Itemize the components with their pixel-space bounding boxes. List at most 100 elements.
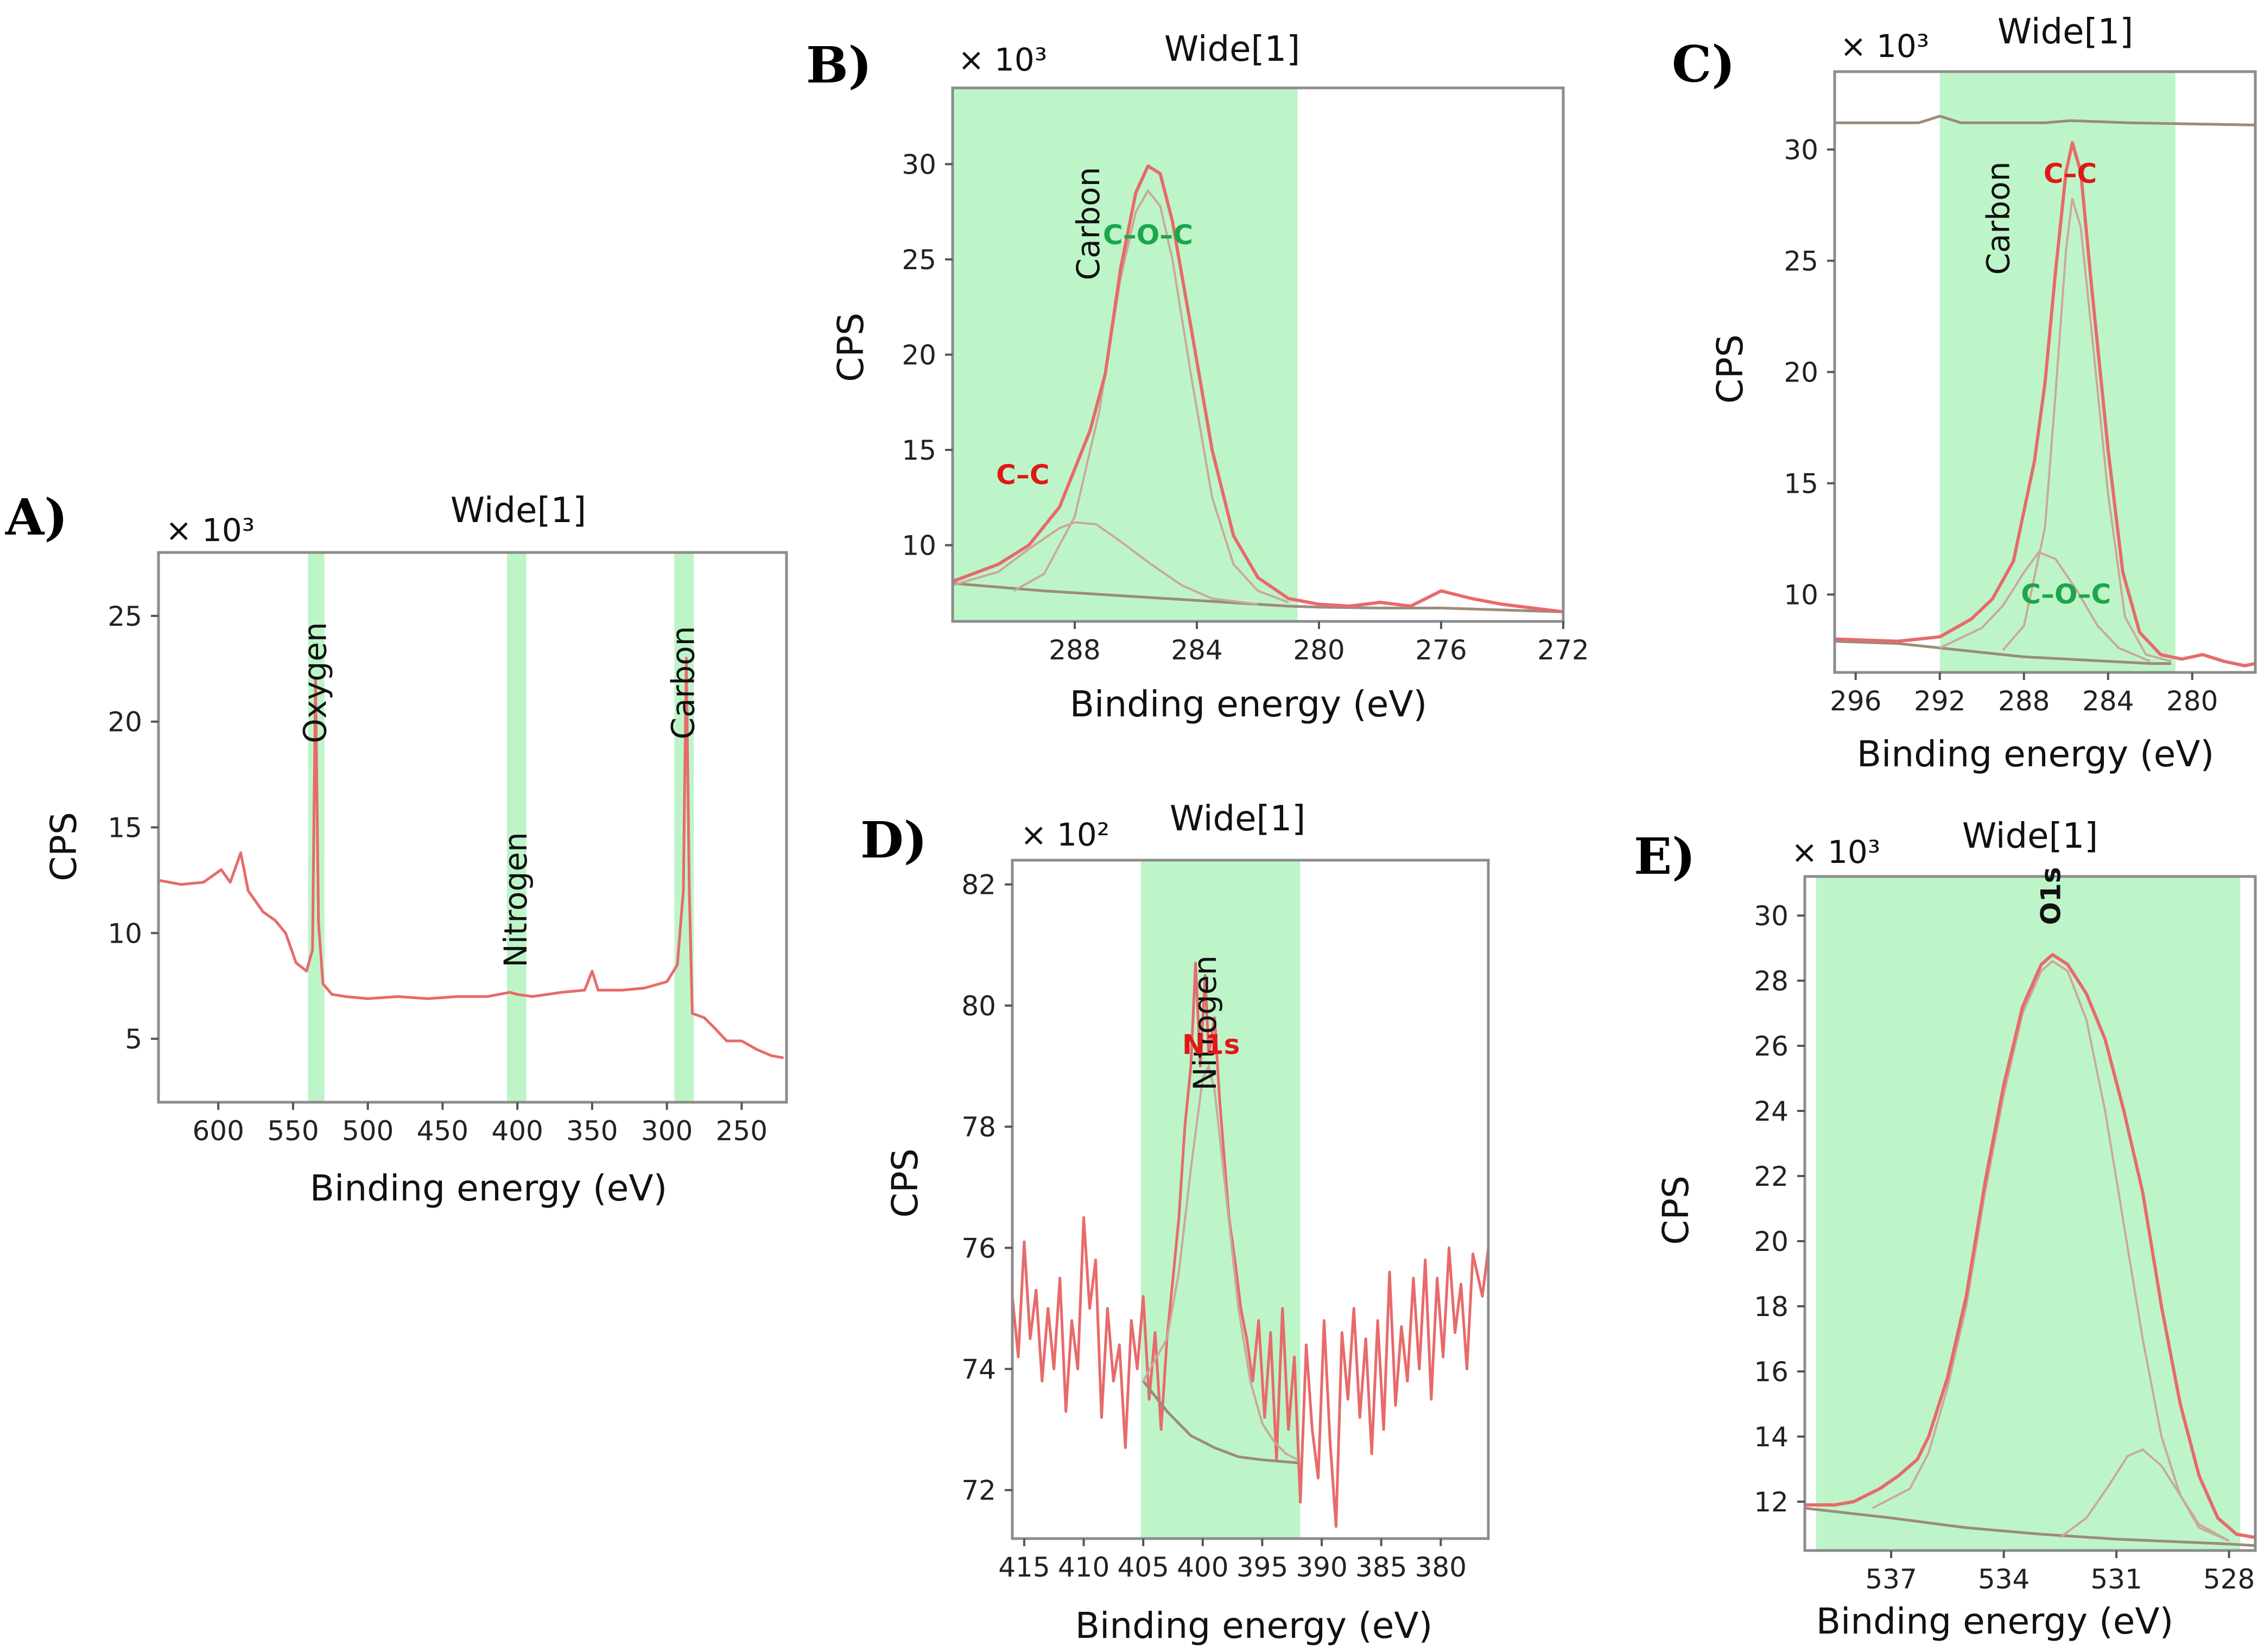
panel-e: E) Wide[1] × 10³ Binding energy (eV) CPS… — [1634, 816, 2257, 1642]
series-line — [1805, 1507, 2255, 1547]
plot-content — [1805, 876, 2255, 1551]
chart-title: Wide[1] — [1962, 816, 2098, 856]
x-tick-label: 276 — [1415, 634, 1467, 666]
plot-content — [158, 552, 784, 1102]
series-line — [1142, 1063, 1299, 1461]
axis-multiplier: × 10³ — [166, 512, 255, 549]
x-axis-label: Binding energy (eV) — [310, 1167, 668, 1209]
plot-area: 415 410 405 400 395 390 385 380 72 74 76 78 80 82 Nitr… — [961, 859, 1490, 1583]
plot-area: 537 534 531 528 12 14 16 18 20 22 24 26 28 30 O1s — [1754, 867, 2257, 1595]
x-tick-label: 350 — [566, 1115, 618, 1147]
y-axis-label: CPS — [884, 1148, 926, 1218]
y-tick-label: 28 — [1754, 965, 1789, 997]
y-tick-label: 25 — [1784, 246, 1818, 277]
y-tick-label: 25 — [902, 244, 936, 276]
chart-title: Wide[1] — [1997, 12, 2133, 52]
panel-letter: A) — [5, 488, 68, 547]
plot-border — [1803, 875, 2257, 1552]
y-axis-label: CPS — [830, 313, 872, 382]
y-tick-label: 15 — [107, 812, 142, 844]
y-tick-label: 12 — [1754, 1486, 1789, 1518]
y-tick-label: 74 — [961, 1354, 996, 1386]
series-line — [1012, 962, 1488, 1528]
chart-title: Wide[1] — [451, 491, 586, 531]
x-tick-label: 300 — [641, 1115, 693, 1147]
x-tick-label: 405 — [1117, 1552, 1169, 1583]
x-tick-label: 528 — [2203, 1564, 2255, 1595]
y-axis-label: CPS — [1709, 334, 1751, 404]
region-label: Nitrogen — [497, 832, 534, 968]
y-tick-label: 80 — [961, 990, 996, 1022]
x-tick-label: 296 — [1830, 685, 1881, 717]
series-line — [1835, 640, 2171, 665]
series-line — [2002, 198, 2172, 663]
panel-d: D) Wide[1] × 10² Binding energy (eV) CPS… — [860, 799, 1490, 1647]
y-tick-label: 20 — [107, 707, 142, 738]
x-tick-label: 280 — [2166, 685, 2218, 717]
y-tick-label: 5 — [125, 1024, 142, 1055]
x-tick-label: 250 — [716, 1115, 768, 1147]
y-tick-label: 78 — [961, 1111, 996, 1143]
x-axis-label: Binding energy (eV) — [1857, 733, 2215, 775]
x-tick-label: 400 — [1177, 1552, 1228, 1583]
plot-content — [1835, 72, 2255, 672]
panel-b: B) Wide[1] × 10³ Binding energy (eV) CPS… — [806, 29, 1589, 725]
region-label: Carbon — [1070, 167, 1107, 281]
peak-annotation: C–C — [996, 459, 1049, 491]
x-tick-label: 531 — [2090, 1564, 2142, 1595]
y-tick-label: 14 — [1754, 1421, 1789, 1453]
region-label: Nitrogen — [1187, 955, 1223, 1091]
x-tick-label: 400 — [491, 1115, 543, 1147]
x-tick-label: 380 — [1415, 1552, 1467, 1583]
series-line — [1872, 960, 2230, 1542]
peak-annotation: C–C — [2044, 158, 2097, 189]
y-tick-label: 10 — [902, 530, 936, 562]
chart-title: Wide[1] — [1164, 29, 1300, 69]
y-axis-label: CPS — [1655, 1176, 1697, 1245]
plot-content — [1012, 860, 1488, 1539]
highlight-region — [953, 88, 1298, 621]
y-tick-label: 18 — [1754, 1291, 1789, 1323]
series-line — [1805, 953, 2255, 1539]
series-line — [1142, 1380, 1298, 1464]
x-tick-label: 385 — [1355, 1552, 1407, 1583]
highlight-region — [1816, 876, 2241, 1551]
plot-border — [1011, 859, 1490, 1540]
axis-multiplier: × 10³ — [1840, 28, 1929, 65]
x-tick-label: 450 — [417, 1115, 468, 1147]
y-tick-label: 10 — [1784, 580, 1818, 611]
y-tick-label: 76 — [961, 1232, 996, 1264]
y-tick-label: 82 — [961, 869, 996, 901]
y-tick-label: 72 — [961, 1475, 996, 1507]
panel-c: C) Wide[1] × 10³ Binding energy (eV) CPS… — [1672, 12, 2257, 775]
x-tick-label: 395 — [1236, 1552, 1288, 1583]
panel-letter: B) — [806, 36, 872, 94]
x-tick-label: 410 — [1058, 1552, 1109, 1583]
peak-annotation: C–O–C — [1103, 219, 1193, 251]
panel-a: A) Wide[1] × 10³ Binding energy (eV) CPS… — [5, 488, 788, 1209]
axis-multiplier: × 10² — [1020, 816, 1109, 853]
panel-letter: E) — [1634, 827, 1696, 886]
series-line — [1835, 141, 2255, 668]
x-tick-label: 415 — [998, 1552, 1050, 1583]
x-tick-label: 600 — [192, 1115, 244, 1147]
series-line — [2059, 1448, 2230, 1542]
y-tick-label: 24 — [1754, 1096, 1789, 1127]
y-tick-label: 30 — [1784, 135, 1818, 166]
y-tick-label: 22 — [1754, 1161, 1789, 1192]
series-line — [1013, 189, 1289, 603]
series-line — [1835, 115, 2255, 126]
x-tick-label: 288 — [1049, 634, 1100, 666]
highlight-region — [506, 552, 527, 1102]
peak-annotation: O1s — [2035, 867, 2066, 925]
y-tick-label: 16 — [1754, 1356, 1789, 1388]
x-tick-label: 500 — [342, 1115, 394, 1147]
peak-annotation: N1s — [1182, 1029, 1240, 1060]
x-tick-label: 390 — [1296, 1552, 1347, 1583]
y-tick-label: 30 — [902, 149, 936, 180]
y-tick-label: 15 — [902, 435, 936, 466]
series-line — [1939, 551, 2151, 663]
x-axis-label: Binding energy (eV) — [1075, 1605, 1433, 1647]
